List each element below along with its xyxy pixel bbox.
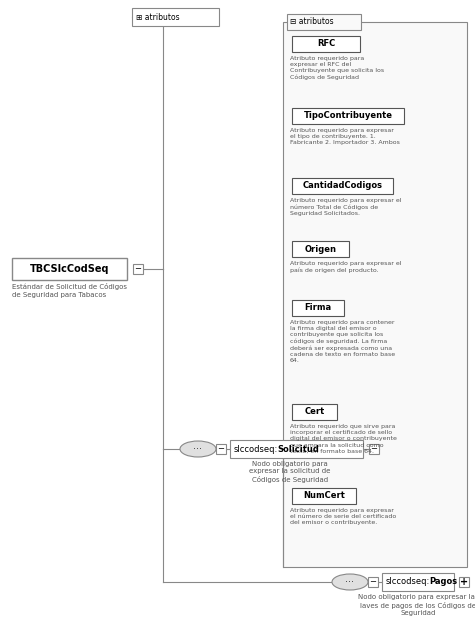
FancyBboxPatch shape: [382, 573, 454, 591]
FancyBboxPatch shape: [292, 241, 349, 257]
Text: Pagos: Pagos: [429, 578, 457, 586]
Text: Atributo requerido que sirve para
incorporar el certificado de sello
digital del: Atributo requerido que sirve para incorp…: [290, 424, 397, 454]
FancyBboxPatch shape: [12, 258, 127, 280]
Text: ···: ···: [193, 444, 202, 454]
Text: Estándar de Solicitud de Códigos
de Seguridad para Tabacos: Estándar de Solicitud de Códigos de Segu…: [12, 283, 127, 297]
Text: TBCSIcCodSeq: TBCSIcCodSeq: [30, 264, 109, 274]
Text: −: −: [134, 264, 142, 273]
Text: Nodo obligatorio para expresar las
laves de pagos de los Códigos de
Seguridad: Nodo obligatorio para expresar las laves…: [358, 594, 475, 616]
Text: CantidadCodigos: CantidadCodigos: [303, 181, 382, 190]
FancyBboxPatch shape: [292, 108, 404, 124]
FancyBboxPatch shape: [216, 444, 226, 454]
Text: TipoContribuyente: TipoContribuyente: [304, 112, 392, 120]
Text: Atributo requerido para
expresar el RFC del
Contribuyente que solicita los
Códig: Atributo requerido para expresar el RFC …: [290, 56, 384, 81]
FancyBboxPatch shape: [133, 264, 143, 274]
Text: ⊞ atributos: ⊞ atributos: [136, 13, 180, 22]
Ellipse shape: [180, 441, 216, 457]
Text: Atributo requerido para expresar el
número Total de Códigos de
Seguridad Solicit: Atributo requerido para expresar el núme…: [290, 198, 401, 216]
FancyBboxPatch shape: [368, 577, 378, 587]
Text: Solicitud: Solicitud: [277, 444, 319, 453]
Text: Origen: Origen: [304, 245, 336, 254]
FancyBboxPatch shape: [287, 14, 361, 30]
Text: −: −: [370, 578, 377, 586]
Text: slccodseq:: slccodseq:: [386, 578, 430, 586]
Text: Nodo obligatorio para
expresar la solicitud de
Códigos de Seguridad: Nodo obligatorio para expresar la solici…: [249, 461, 331, 483]
Text: Firma: Firma: [304, 304, 332, 313]
FancyBboxPatch shape: [292, 488, 356, 504]
FancyBboxPatch shape: [459, 577, 469, 587]
FancyBboxPatch shape: [230, 440, 363, 458]
FancyBboxPatch shape: [132, 8, 219, 26]
Text: ⊟ atributos: ⊟ atributos: [290, 18, 333, 27]
Text: Atributo requerido para expresar
el número de serie del certificado
del emisor o: Atributo requerido para expresar el núme…: [290, 508, 396, 526]
FancyBboxPatch shape: [292, 178, 393, 194]
Text: −: −: [218, 444, 225, 453]
FancyBboxPatch shape: [369, 444, 379, 454]
FancyBboxPatch shape: [292, 300, 344, 316]
Text: Atributo requerido para expresar el
país de origen del producto.: Atributo requerido para expresar el país…: [290, 261, 401, 273]
Text: NumCert: NumCert: [303, 491, 345, 500]
Ellipse shape: [332, 574, 368, 590]
Text: Cert: Cert: [304, 408, 324, 417]
Text: Atributo requerido para contener
la firma digital del emisor o
contribuyente que: Atributo requerido para contener la firm…: [290, 320, 395, 363]
Text: +: +: [460, 577, 468, 587]
Text: Atributo requerido para expresar
el tipo de contribuyente. 1.
Fabricante 2. Impo: Atributo requerido para expresar el tipo…: [290, 128, 400, 145]
FancyBboxPatch shape: [283, 22, 467, 567]
Text: −: −: [370, 444, 378, 453]
Text: RFC: RFC: [317, 39, 335, 48]
Text: ···: ···: [345, 577, 354, 587]
FancyBboxPatch shape: [292, 36, 360, 52]
Text: slccodseq:: slccodseq:: [234, 444, 278, 453]
FancyBboxPatch shape: [292, 404, 337, 420]
